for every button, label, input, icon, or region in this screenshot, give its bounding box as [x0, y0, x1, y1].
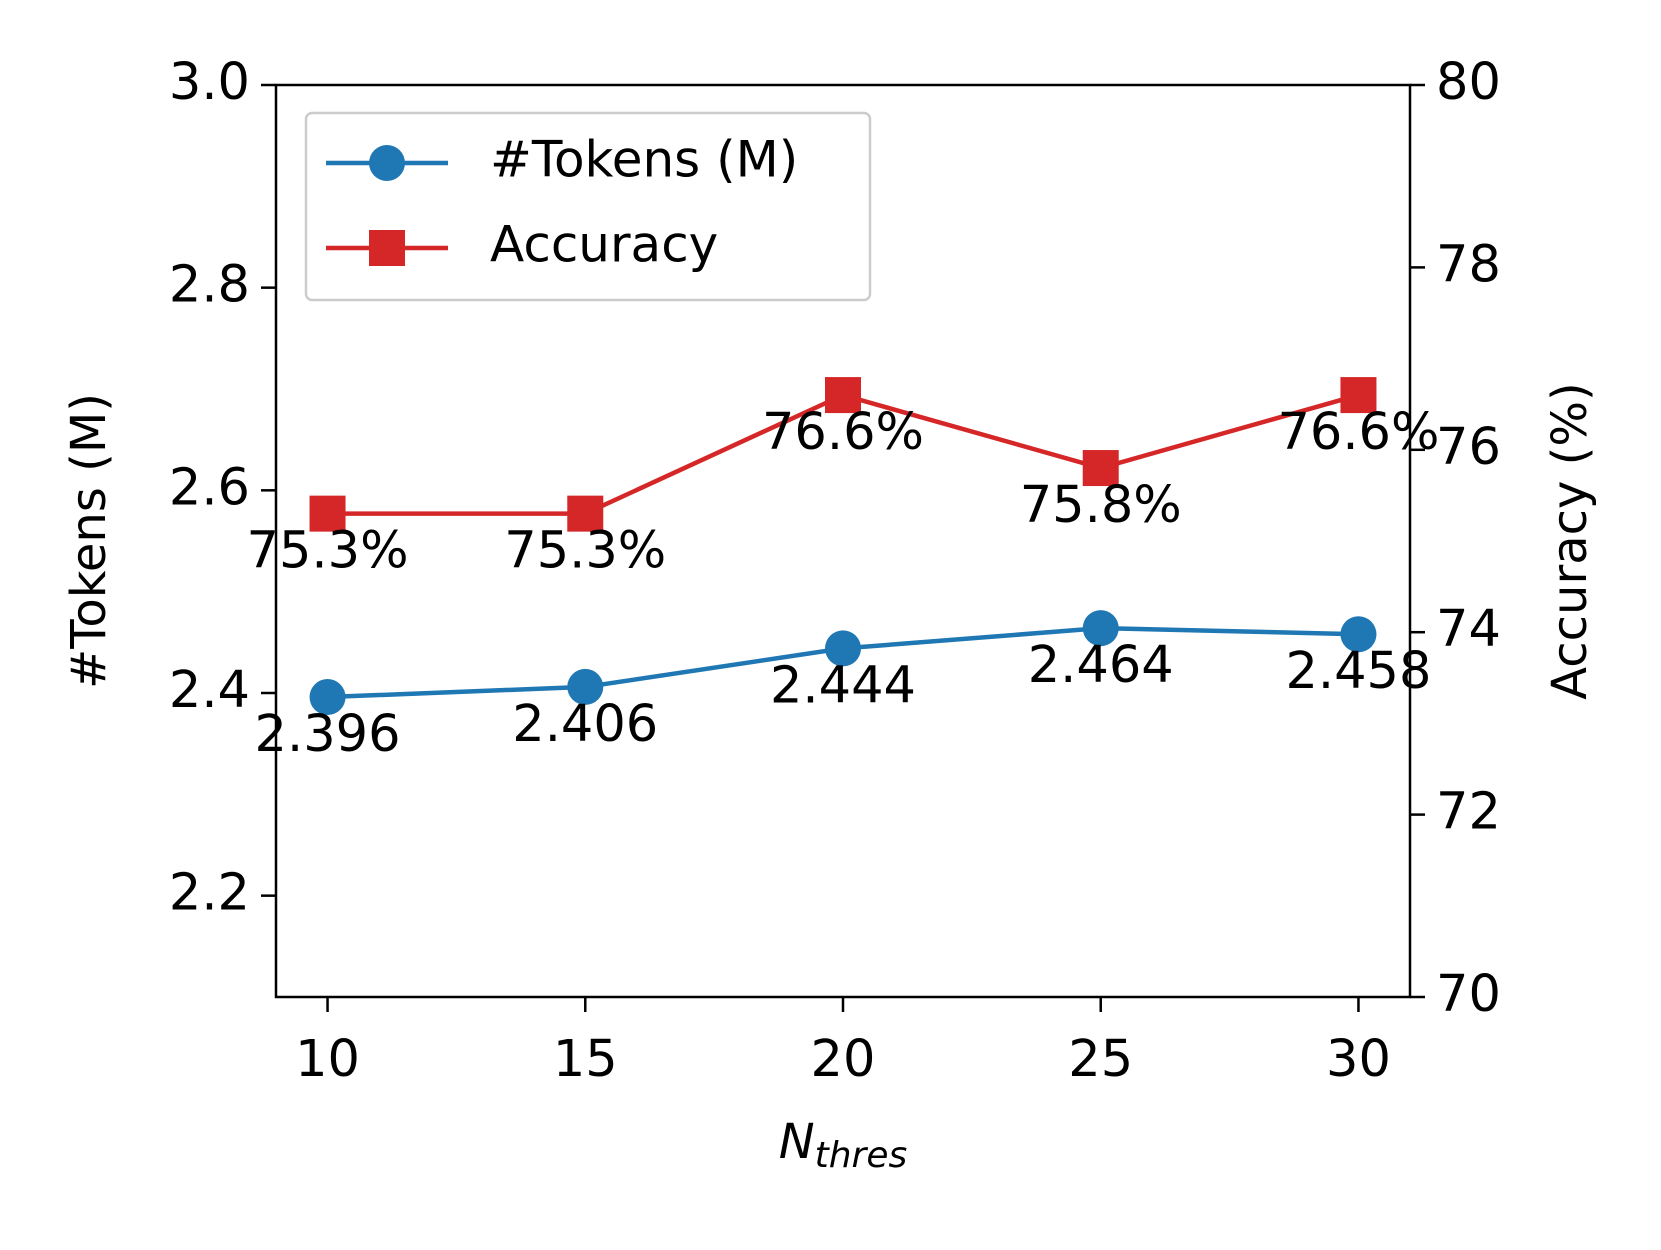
y2-tick-label: 76: [1436, 418, 1501, 477]
y2-tick-label: 80: [1436, 53, 1501, 112]
marker: [1340, 377, 1377, 414]
data-label: 75.3%: [504, 522, 666, 581]
x-tick-label: 30: [1326, 1030, 1391, 1089]
legend-label: #Tokens (M): [490, 131, 798, 189]
marker: [1082, 450, 1119, 487]
data-label: 75.8%: [1020, 476, 1182, 535]
x-axis-label: Nthres: [779, 1114, 908, 1176]
data-label: 75.3%: [247, 522, 409, 581]
legend-label: Accuracy: [490, 216, 718, 274]
data-label: 2.406: [512, 695, 658, 754]
data-label: 76.6%: [762, 403, 924, 462]
marker: [309, 679, 346, 716]
x-tick-label: 10: [295, 1030, 360, 1089]
marker: [825, 630, 861, 667]
x-tick-label: 15: [553, 1030, 618, 1089]
data-label: 76.6%: [1277, 403, 1439, 462]
data-label: 2.444: [770, 656, 916, 715]
marker: [567, 495, 604, 532]
marker: [1082, 610, 1119, 647]
x-axis-label-sub: thres: [815, 1135, 908, 1176]
y-tick-label: 2.6: [169, 458, 250, 517]
legend-marker: [369, 145, 405, 181]
marker: [309, 495, 346, 532]
legend-box: [304, 111, 872, 302]
y-tick-label: 2.4: [169, 661, 250, 720]
y2-axis-label: Accuracy (%): [1542, 382, 1598, 699]
data-label: 2.396: [255, 705, 401, 764]
y2-tick-label: 72: [1436, 783, 1501, 842]
plot-frame: [274, 83, 1412, 999]
marker: [825, 377, 861, 414]
marker: [567, 668, 604, 705]
marker: [1340, 616, 1377, 653]
y2-tick-label: 70: [1436, 965, 1501, 1024]
y2-tick-label: 78: [1436, 235, 1501, 294]
y2-tick-label: 74: [1436, 600, 1501, 659]
y-tick-label: 3.0: [169, 53, 250, 112]
x-tick-label: 25: [1068, 1030, 1133, 1089]
y-axis-label: #Tokens (M): [61, 393, 117, 689]
legend-marker: [369, 230, 405, 266]
data-label: 2.464: [1028, 636, 1174, 695]
y-tick-label: 2.2: [169, 864, 250, 923]
x-tick-label: 20: [811, 1030, 876, 1089]
data-label: 2.458: [1285, 642, 1431, 701]
x-axis-label-main: N: [779, 1114, 815, 1170]
y-tick-label: 2.8: [169, 256, 250, 315]
